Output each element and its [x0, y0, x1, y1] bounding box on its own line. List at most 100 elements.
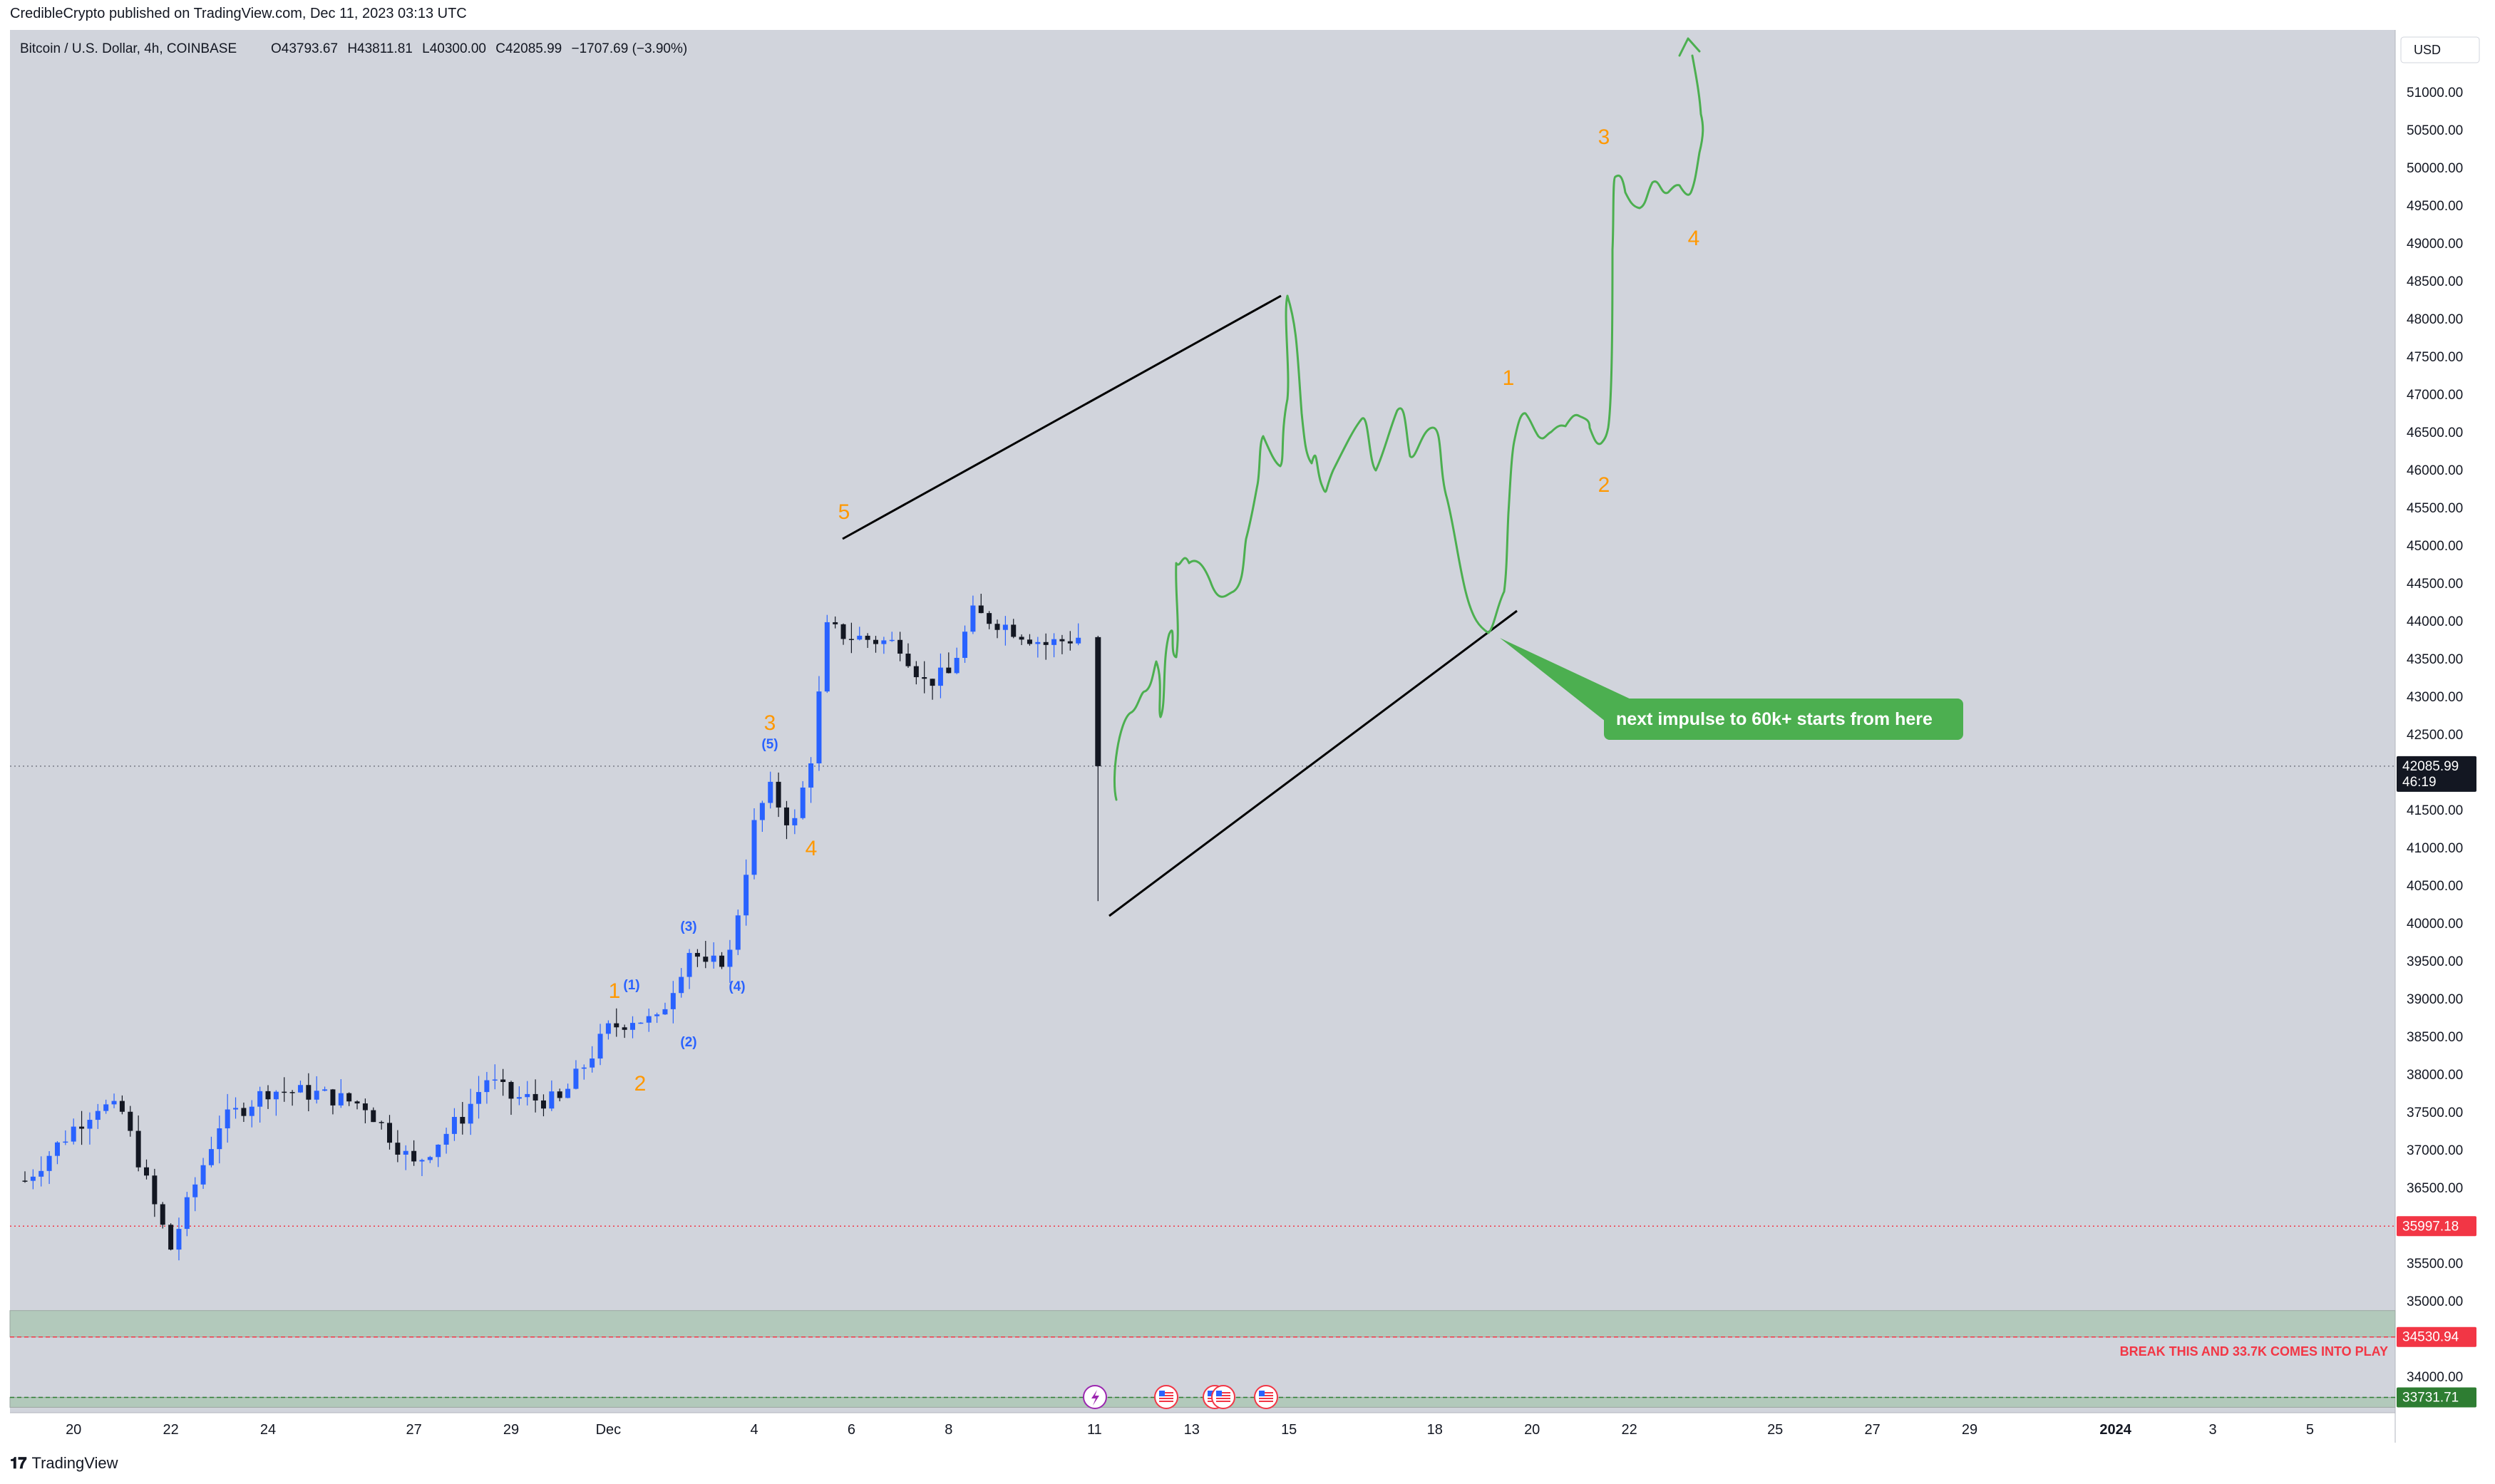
candle[interactable] — [783, 800, 789, 840]
price-tag[interactable]: 33731.71 — [2397, 1387, 2476, 1408]
time-scale[interactable] — [10, 1413, 2395, 1443]
candle[interactable] — [330, 1088, 336, 1115]
candle[interactable] — [1002, 616, 1008, 646]
candle[interactable] — [217, 1115, 222, 1164]
candle[interactable] — [71, 1118, 76, 1145]
candle[interactable] — [241, 1102, 247, 1122]
plot-area[interactable] — [10, 30, 2395, 1443]
callout[interactable]: next impulse to 60k+ starts from here — [1500, 638, 1963, 740]
candle[interactable] — [208, 1136, 214, 1168]
price-scale[interactable] — [2395, 30, 2495, 1443]
candle[interactable] — [937, 653, 943, 699]
candle[interactable] — [662, 1002, 668, 1015]
candle[interactable] — [614, 1008, 619, 1037]
candle[interactable] — [744, 859, 749, 926]
candle[interactable] — [111, 1093, 117, 1108]
candle[interactable] — [970, 595, 976, 634]
candle[interactable] — [273, 1090, 279, 1116]
candle[interactable] — [776, 772, 781, 818]
candle[interactable] — [371, 1107, 376, 1123]
candle[interactable] — [913, 661, 919, 685]
candle[interactable] — [289, 1090, 295, 1106]
candle[interactable] — [808, 757, 814, 803]
candle[interactable] — [460, 1102, 465, 1135]
candle[interactable] — [792, 809, 798, 835]
candle[interactable] — [557, 1088, 562, 1102]
candle[interactable] — [987, 611, 992, 629]
candle[interactable] — [590, 1046, 595, 1073]
support-zone[interactable] — [9, 1396, 2396, 1408]
candle[interactable] — [411, 1140, 417, 1166]
candle[interactable] — [1067, 631, 1073, 651]
candle[interactable] — [759, 800, 765, 833]
candle[interactable] — [63, 1130, 68, 1145]
candle[interactable] — [597, 1024, 603, 1066]
candle[interactable] — [735, 910, 741, 955]
candle[interactable] — [87, 1112, 93, 1145]
candle[interactable] — [889, 632, 895, 642]
lower-trendline[interactable] — [1108, 609, 1518, 917]
price-tag[interactable]: 35997.18 — [2397, 1216, 2476, 1237]
candle[interactable] — [630, 1016, 635, 1039]
candle[interactable] — [160, 1202, 165, 1229]
projected-path[interactable] — [1113, 37, 1704, 801]
candle[interactable] — [265, 1085, 271, 1109]
candle[interactable] — [978, 594, 984, 614]
candle[interactable] — [200, 1158, 206, 1189]
candle[interactable] — [897, 632, 903, 661]
candle[interactable] — [622, 1024, 627, 1039]
candle[interactable] — [873, 636, 878, 653]
candle[interactable] — [1011, 619, 1017, 639]
candle[interactable] — [184, 1192, 190, 1237]
candle[interactable] — [833, 616, 838, 629]
candle[interactable] — [525, 1081, 530, 1106]
candle[interactable] — [930, 679, 935, 700]
upper-trendline[interactable] — [842, 294, 1282, 540]
candle[interactable] — [962, 625, 968, 663]
candle[interactable] — [865, 633, 870, 648]
candle[interactable] — [322, 1086, 328, 1092]
candle[interactable] — [282, 1077, 287, 1102]
candle[interactable] — [1076, 623, 1081, 646]
us-flag-icon[interactable] — [1211, 1385, 1235, 1409]
support-zone[interactable] — [9, 1310, 2396, 1338]
candle[interactable] — [427, 1155, 433, 1163]
candle[interactable] — [1019, 634, 1024, 646]
candle[interactable] — [362, 1098, 368, 1123]
candle[interactable] — [768, 771, 773, 809]
candle[interactable] — [540, 1094, 546, 1117]
price-tag[interactable]: 34530.94 — [2397, 1326, 2476, 1347]
candle[interactable] — [484, 1071, 490, 1104]
candle[interactable] — [168, 1223, 174, 1251]
candle[interactable] — [297, 1081, 303, 1093]
candle[interactable] — [670, 981, 676, 1024]
candle[interactable] — [443, 1128, 449, 1154]
candle[interactable] — [1043, 633, 1049, 660]
candle[interactable] — [306, 1073, 312, 1112]
candle[interactable] — [727, 939, 733, 983]
candle[interactable] — [994, 619, 1000, 639]
candle[interactable] — [128, 1106, 133, 1137]
candle[interactable] — [800, 780, 806, 820]
candle[interactable] — [79, 1111, 85, 1145]
candle[interactable] — [840, 623, 846, 645]
candle[interactable] — [346, 1092, 352, 1106]
candle[interactable] — [451, 1108, 457, 1141]
candle[interactable] — [654, 1012, 660, 1024]
candle[interactable] — [954, 647, 960, 674]
candle[interactable] — [403, 1145, 408, 1170]
candle[interactable] — [379, 1120, 384, 1130]
candle[interactable] — [905, 643, 911, 668]
candle[interactable] — [103, 1099, 109, 1114]
candle[interactable] — [857, 627, 863, 641]
candle[interactable] — [638, 1022, 644, 1024]
candle[interactable] — [824, 614, 830, 694]
candle[interactable] — [468, 1088, 473, 1135]
candle[interactable] — [257, 1086, 263, 1123]
candle[interactable] — [719, 952, 725, 969]
candle[interactable] — [1027, 634, 1032, 646]
candle[interactable] — [1059, 634, 1065, 654]
candle[interactable] — [152, 1168, 158, 1217]
us-flag-icon[interactable] — [1254, 1385, 1278, 1409]
